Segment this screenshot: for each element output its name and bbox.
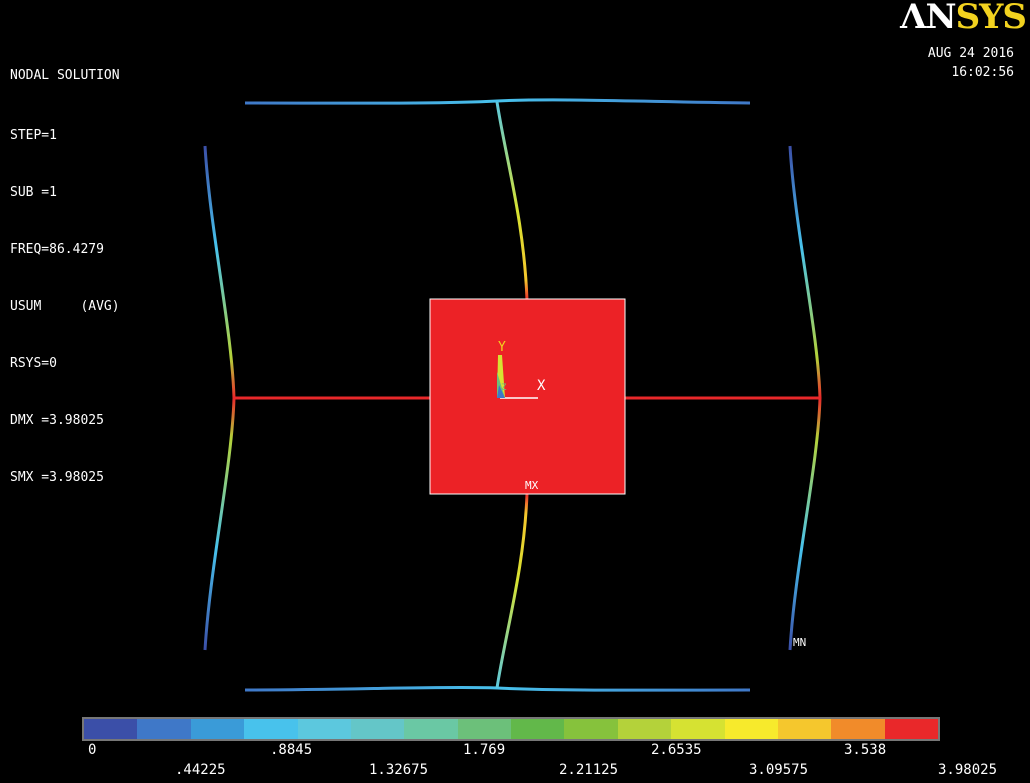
legend-color-swatch (671, 719, 725, 739)
legend-label: 1.769 (463, 742, 506, 758)
legend-label: 3.09575 (749, 762, 809, 778)
legend-color-swatch (884, 719, 938, 739)
coordinate-system-line: RSYS=0 (10, 356, 57, 371)
legend-label: 2.6535 (651, 742, 702, 758)
legend-color-swatch (190, 719, 245, 739)
legend-label: 0 (88, 742, 97, 758)
coordinate-triad: Y X Z (497, 340, 546, 399)
max-marker: MX (525, 479, 539, 492)
legend-color-swatch (297, 719, 351, 739)
legend-label: 3.98025 (938, 762, 998, 778)
frequency-line: FREQ=86.4279 (10, 242, 104, 257)
legend-color-swatch (244, 719, 298, 739)
legend-color-swatch (777, 719, 832, 739)
legend-color-swatch (724, 719, 778, 739)
legend-color-swatch (831, 719, 885, 739)
time-label: 16:02:56 (951, 65, 1014, 80)
z-axis-label: Z (501, 383, 507, 393)
proof-mass (429, 298, 626, 495)
contour-legend-bar (82, 717, 940, 741)
deformed-model-view[interactable]: Y X Z MX MN (0, 0, 1030, 720)
legend-label: .44225 (175, 762, 226, 778)
bottom-connector (495, 493, 529, 689)
date-label: AUG 24 2016 (927, 46, 1014, 61)
smx-line: SMX =3.98025 (10, 470, 104, 485)
substep-line: SUB =1 (10, 185, 57, 200)
min-marker: MN (793, 636, 806, 649)
top-flange (244, 98, 751, 105)
legend-color-swatch (404, 719, 458, 739)
top-connector (495, 101, 529, 301)
solution-info-panel: NODAL SOLUTION STEP=1 SUB =1 FREQ=86.427… (10, 28, 120, 506)
step-line: STEP=1 (10, 128, 57, 143)
legend-label: 2.21125 (559, 762, 619, 778)
legend-color-swatch (350, 719, 405, 739)
legend-color-swatch (617, 719, 672, 739)
legend-label: 3.538 (844, 742, 887, 758)
legend-color-swatch (457, 719, 511, 739)
legend-color-swatch (511, 719, 565, 739)
legend-label: 1.32675 (369, 762, 429, 778)
legend-color-swatch (564, 719, 618, 739)
left-flexure (203, 145, 236, 651)
legend-label: .8845 (270, 742, 313, 758)
legend-color-swatch (137, 719, 191, 739)
y-axis-label: Y (498, 340, 506, 355)
ansys-logo: ΛNSYS (900, 0, 1027, 37)
result-type-line: USUM (AVG) (10, 299, 120, 314)
timestamp: AUG 24 2016 16:02:56 (928, 44, 1014, 82)
x-axis-label: X (537, 378, 546, 394)
dmx-line: DMX =3.98025 (10, 413, 104, 428)
legend-color-swatch (84, 719, 138, 739)
solution-title: NODAL SOLUTION (10, 68, 120, 83)
